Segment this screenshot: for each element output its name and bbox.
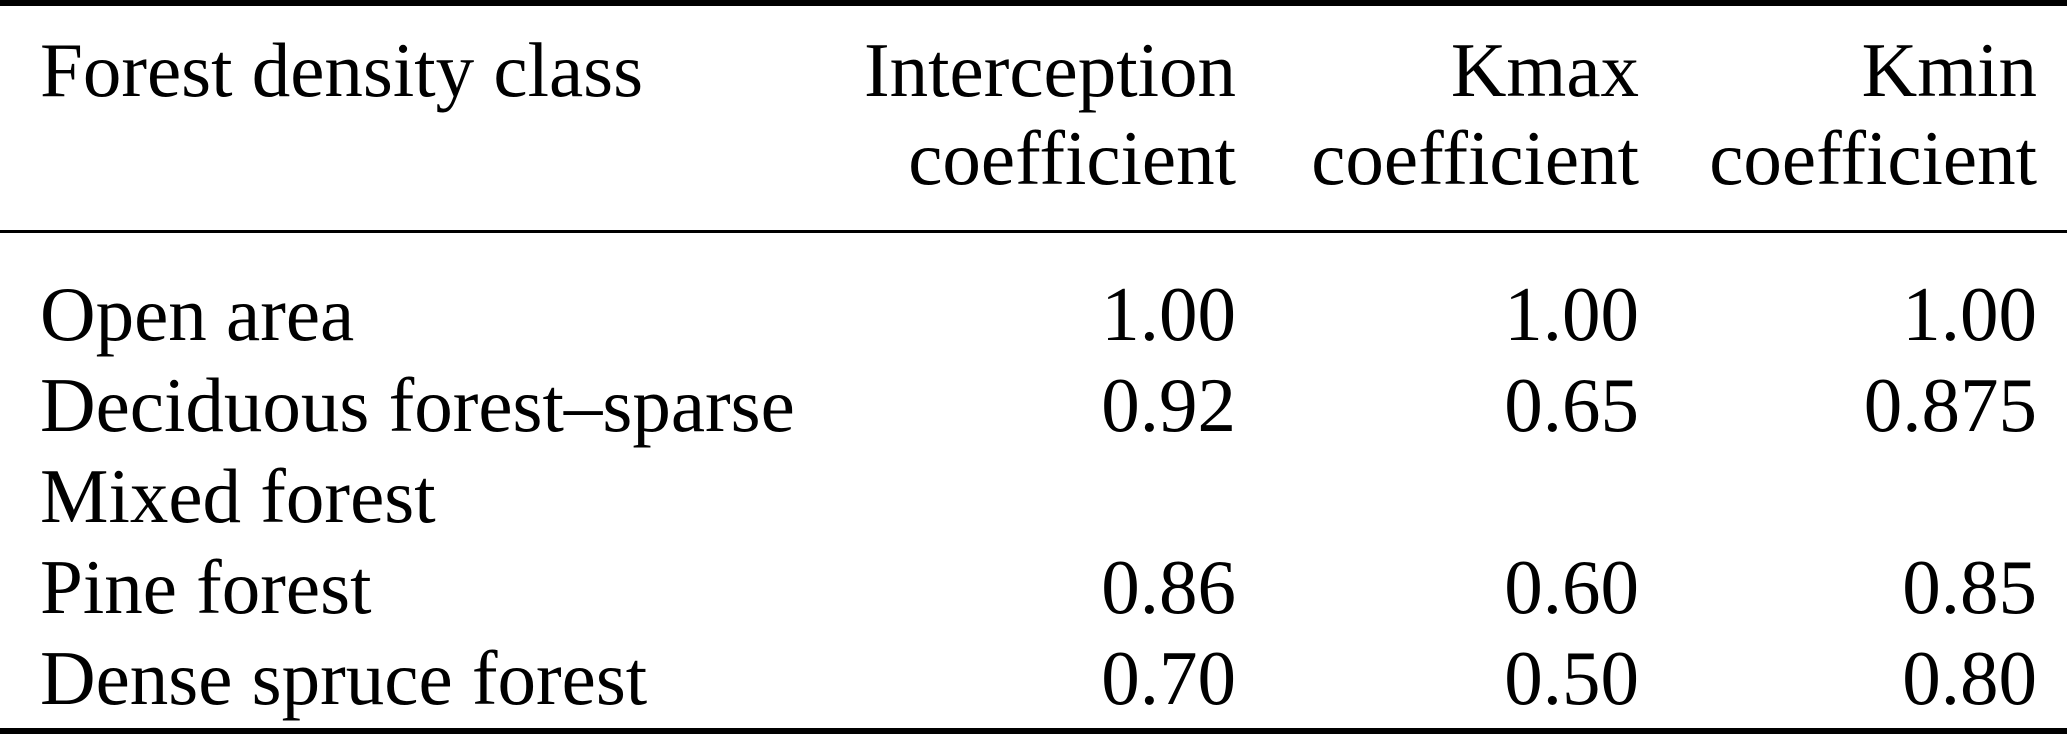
cell-kmin: 0.85 xyxy=(1902,544,2037,630)
table-row: Deciduous forest–sparse 0.92 0.65 0.875 xyxy=(0,360,2067,451)
cell-kmin: 0.875 xyxy=(1863,362,2037,448)
header-label-line2: coefficient xyxy=(908,115,1236,201)
header-row: Forest density class Interception coeffi… xyxy=(0,3,2067,233)
cell-interception: 0.86 xyxy=(1101,544,1236,630)
header-kmax-coefficient: Kmax coefficient xyxy=(1237,3,1640,233)
cell-interception: 1.00 xyxy=(1101,271,1236,357)
table-row: Mixed forest xyxy=(0,451,2067,542)
cell-kmin: 1.00 xyxy=(1902,271,2037,357)
table-row: Open area 1.00 1.00 1.00 xyxy=(0,232,2067,361)
row-label: Dense spruce forest xyxy=(40,635,648,721)
header-kmin-coefficient: Kmin coefficient xyxy=(1640,3,2067,233)
row-label: Open area xyxy=(40,271,355,357)
cell-kmin: 0.80 xyxy=(1902,635,2037,721)
header-label-line2: coefficient xyxy=(1311,115,1639,201)
table-row: Pine forest 0.86 0.60 0.85 xyxy=(0,542,2067,633)
cell-kmax: 0.65 xyxy=(1504,362,1639,448)
header-forest-density-class: Forest density class xyxy=(0,3,845,233)
cell-interception xyxy=(845,451,1237,542)
cell-kmax: 0.60 xyxy=(1504,544,1639,630)
cell-kmin xyxy=(1640,451,2067,542)
cell-interception: 0.70 xyxy=(1101,635,1236,721)
row-label: Mixed forest xyxy=(40,453,436,539)
table-body: Open area 1.00 1.00 1.00 Deciduous fores… xyxy=(0,232,2067,732)
header-label-line1: Kmin xyxy=(1861,27,2037,113)
header-interception-coefficient: Interception coefficient xyxy=(845,3,1237,233)
row-label: Pine forest xyxy=(40,544,372,630)
row-label: Deciduous forest–sparse xyxy=(40,362,795,448)
cell-kmax: 0.50 xyxy=(1504,635,1639,721)
cell-interception: 0.92 xyxy=(1101,362,1236,448)
cell-kmax xyxy=(1237,451,1640,542)
header-label: Forest density class xyxy=(40,27,644,113)
header-label-line1: Kmax xyxy=(1450,27,1639,113)
header-label-line2: coefficient xyxy=(1709,115,2037,201)
cell-kmax: 1.00 xyxy=(1504,271,1639,357)
table-header: Forest density class Interception coeffi… xyxy=(0,3,2067,233)
table-row: Dense spruce forest 0.70 0.50 0.80 xyxy=(0,633,2067,731)
header-label-line1: Interception xyxy=(864,27,1236,113)
